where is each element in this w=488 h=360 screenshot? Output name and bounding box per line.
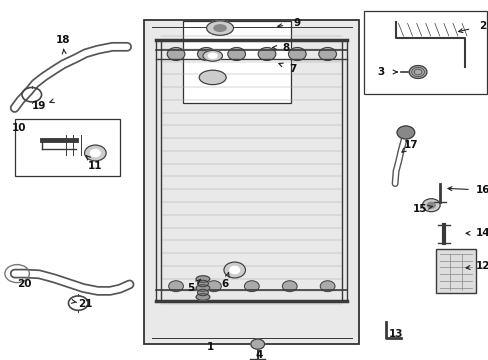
- FancyBboxPatch shape: [364, 11, 486, 94]
- Ellipse shape: [196, 276, 209, 282]
- Circle shape: [167, 48, 184, 60]
- Text: 7: 7: [289, 64, 297, 75]
- Text: 15: 15: [412, 204, 427, 214]
- FancyBboxPatch shape: [15, 119, 120, 176]
- Ellipse shape: [208, 53, 217, 58]
- Circle shape: [244, 281, 259, 292]
- Circle shape: [320, 281, 334, 292]
- Text: 20: 20: [17, 279, 32, 289]
- Ellipse shape: [197, 280, 208, 287]
- Text: 2: 2: [479, 21, 486, 31]
- FancyBboxPatch shape: [183, 21, 290, 103]
- Text: 19: 19: [32, 101, 46, 111]
- Circle shape: [396, 126, 414, 139]
- Circle shape: [408, 66, 426, 78]
- Circle shape: [227, 48, 245, 60]
- Circle shape: [229, 266, 239, 274]
- Text: 12: 12: [475, 261, 488, 271]
- Text: 10: 10: [11, 123, 26, 133]
- Circle shape: [224, 262, 245, 278]
- Circle shape: [168, 281, 183, 292]
- Text: 17: 17: [403, 140, 417, 150]
- Text: 21: 21: [78, 299, 93, 309]
- Circle shape: [250, 339, 264, 349]
- Text: 9: 9: [293, 18, 300, 28]
- Text: 3: 3: [377, 67, 384, 77]
- Text: 4: 4: [255, 350, 263, 360]
- Ellipse shape: [196, 294, 209, 300]
- Text: 11: 11: [88, 161, 102, 171]
- Circle shape: [282, 281, 296, 292]
- Circle shape: [84, 145, 106, 161]
- Ellipse shape: [196, 285, 209, 291]
- Ellipse shape: [199, 70, 225, 85]
- Circle shape: [427, 202, 434, 208]
- Circle shape: [288, 48, 305, 60]
- Text: 14: 14: [475, 228, 488, 238]
- Text: 5: 5: [187, 283, 194, 293]
- Text: 13: 13: [388, 329, 403, 339]
- Text: 18: 18: [55, 35, 70, 45]
- Ellipse shape: [214, 25, 226, 31]
- Text: 6: 6: [221, 279, 228, 289]
- Text: 16: 16: [475, 185, 488, 195]
- FancyBboxPatch shape: [144, 20, 359, 344]
- Ellipse shape: [203, 50, 222, 61]
- Circle shape: [90, 149, 100, 157]
- Circle shape: [206, 281, 221, 292]
- Circle shape: [258, 48, 275, 60]
- FancyBboxPatch shape: [435, 249, 475, 293]
- Text: 1: 1: [206, 342, 213, 352]
- Text: 8: 8: [282, 42, 289, 53]
- Ellipse shape: [206, 21, 233, 35]
- Circle shape: [197, 48, 215, 60]
- Ellipse shape: [197, 289, 208, 296]
- Circle shape: [318, 48, 336, 60]
- Circle shape: [422, 199, 439, 212]
